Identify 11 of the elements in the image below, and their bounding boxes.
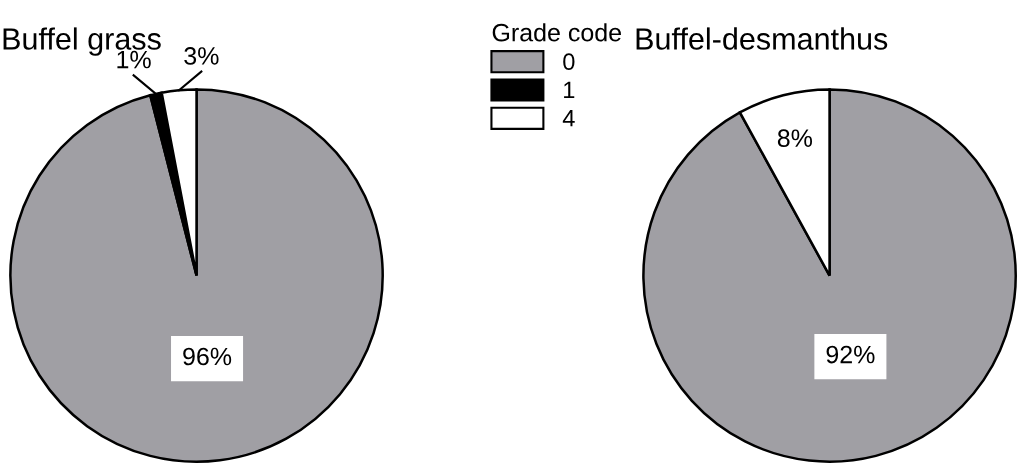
- data-label: 92%: [826, 345, 875, 364]
- data-label: 3%: [184, 47, 219, 65]
- legend-label: 4: [562, 110, 575, 127]
- pie-slice: [642, 88, 1017, 463]
- data-label: 96%: [183, 347, 232, 366]
- chart-title: Buffel-desmanthus: [636, 27, 888, 50]
- legend-label: 1: [564, 81, 575, 99]
- data-label: 8%: [777, 129, 813, 148]
- legend-label: 0: [563, 53, 575, 71]
- legend-title: Grade code: [492, 23, 621, 42]
- pie-slice: [9, 88, 384, 463]
